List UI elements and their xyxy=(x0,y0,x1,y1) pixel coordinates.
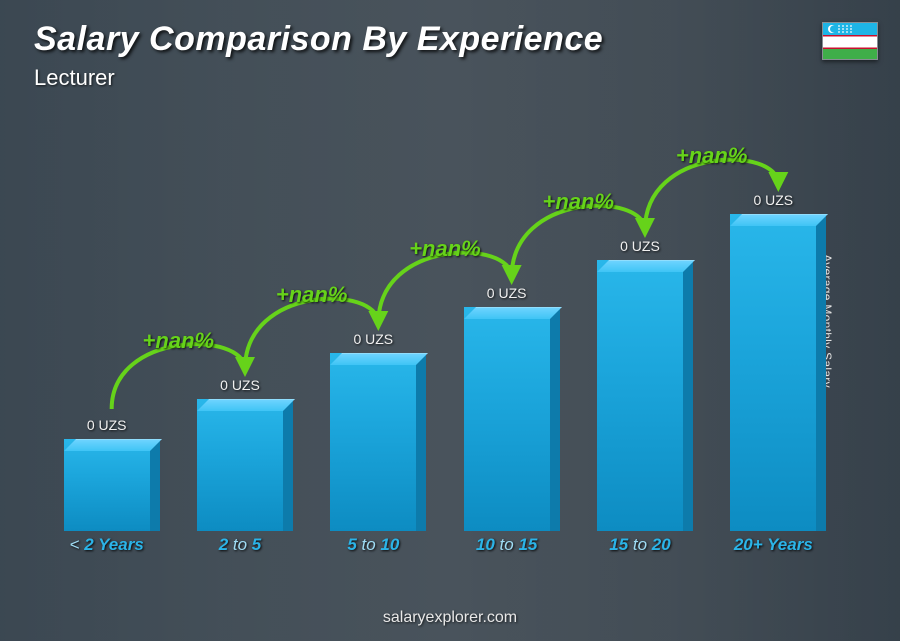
bar xyxy=(597,260,683,531)
bar-column: 0 UZS xyxy=(307,331,440,531)
chart-subtitle: Lecturer xyxy=(34,65,603,91)
x-axis-label: 5 to 10 xyxy=(307,535,440,561)
bar-column: 0 UZS xyxy=(707,192,840,531)
infographic-root: Salary Comparison By Experience Lecturer… xyxy=(0,0,900,641)
bar xyxy=(730,214,816,531)
bar-column: 0 UZS xyxy=(40,417,173,531)
bar-value-label: 0 UZS xyxy=(620,238,660,254)
bar-column: 0 UZS xyxy=(573,238,706,531)
x-axis: < 2 Years2 to 55 to 1010 to 1515 to 2020… xyxy=(40,535,840,561)
x-axis-label: 20+ Years xyxy=(707,535,840,561)
uzbekistan-flag-icon xyxy=(822,22,878,60)
bar-column: 0 UZS xyxy=(173,377,306,531)
x-axis-label: 2 to 5 xyxy=(173,535,306,561)
bar-value-label: 0 UZS xyxy=(353,331,393,347)
bar-group: 0 UZS 0 UZS 0 UZS 0 UZS 0 UZS 0 UZS xyxy=(40,140,840,531)
bar-column: 0 UZS xyxy=(440,285,573,531)
bar-value-label: 0 UZS xyxy=(487,285,527,301)
bar xyxy=(197,399,283,531)
bar-value-label: 0 UZS xyxy=(87,417,127,433)
bar xyxy=(330,353,416,531)
x-axis-label: < 2 Years xyxy=(40,535,173,561)
bar-value-label: 0 UZS xyxy=(220,377,260,393)
x-axis-label: 15 to 20 xyxy=(573,535,706,561)
bar-value-label: 0 UZS xyxy=(753,192,793,208)
bar xyxy=(64,439,150,531)
footer-attribution: salaryexplorer.com xyxy=(0,609,900,627)
x-axis-label: 10 to 15 xyxy=(440,535,573,561)
chart-title: Salary Comparison By Experience xyxy=(34,20,603,59)
title-block: Salary Comparison By Experience Lecturer xyxy=(34,20,603,91)
bar-chart: 0 UZS0 UZS0 UZS0 UZS0 UZS0 UZS +nan%+nan… xyxy=(40,140,840,561)
bar xyxy=(464,307,550,531)
